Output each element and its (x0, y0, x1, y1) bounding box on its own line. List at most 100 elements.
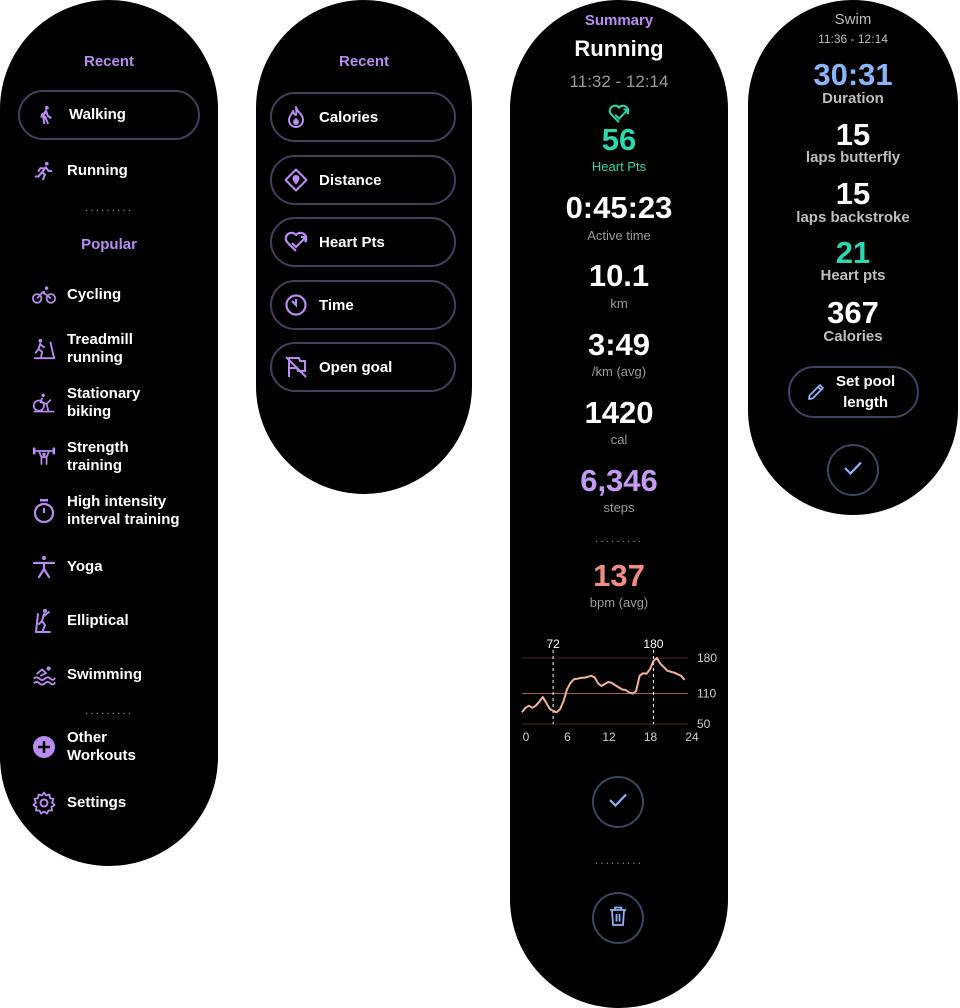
workout-item-hiit[interactable]: High intensity interval training (18, 488, 200, 534)
calories-value: 1420 (584, 395, 654, 430)
goal-label: Heart Pts (319, 233, 385, 251)
swim-time-range: 11:36 - 12:14 (818, 32, 888, 46)
settings-label: Settings (67, 794, 127, 811)
workout-label: Cycling (67, 286, 122, 303)
pace-label: /km (avg) (591, 364, 647, 379)
label-line1: Other (67, 729, 108, 746)
workout-label-line1: Treadmill (67, 331, 133, 348)
heart-points-icon (510, 104, 728, 129)
add-circle-icon (32, 735, 56, 759)
workout-item-yoga[interactable]: Yoga (18, 544, 200, 590)
goal-button-heart-pts[interactable]: Heart Pts (270, 217, 456, 267)
workout-label-line1: Strength (67, 439, 129, 456)
weightlifting-icon (32, 445, 56, 469)
divider-dots: ......... (84, 703, 133, 717)
calories-unit: cal (610, 432, 628, 447)
check-icon (843, 460, 863, 481)
walking-icon (34, 103, 58, 127)
workout-label: Running (67, 162, 128, 179)
pencil-icon (806, 382, 826, 402)
laps-backstroke-label: laps backstroke (796, 209, 910, 226)
running-icon (32, 159, 56, 183)
delete-button[interactable] (592, 892, 644, 944)
running-summary-screen: Summary Running 11:32 - 12:14 56 Heart P… (510, 0, 728, 1008)
timer-icon (32, 499, 56, 524)
workout-label-line2: interval training (67, 511, 180, 528)
goal-label: Open goal (319, 358, 393, 376)
goal-label: Distance (319, 171, 382, 189)
confirm-button[interactable] (592, 776, 644, 828)
summary-label: Summary (584, 12, 654, 29)
heart-pts-value: 21 (835, 235, 871, 270)
workout-item-running[interactable]: Running (18, 146, 200, 196)
y-tick-label: 110 (697, 687, 716, 701)
other-workouts-item[interactable]: Other Workouts (18, 724, 200, 770)
stationary-bike-icon (32, 391, 56, 415)
popular-header: Popular (81, 236, 137, 253)
x-tick-label: 6 (564, 730, 571, 744)
swim-summary-screen: Swim 11:36 - 12:14 30:31 Duration 15 lap… (748, 0, 958, 515)
location-diamond-icon (284, 168, 308, 192)
workout-label: Walking (69, 106, 126, 123)
y-tick-label: 180 (697, 651, 717, 665)
workout-item-cycling[interactable]: Cycling (18, 272, 200, 318)
gear-icon (32, 791, 56, 815)
annotation-label: 180 (643, 637, 663, 651)
pool-button-line2: length (843, 394, 889, 411)
settings-item[interactable]: Settings (18, 780, 200, 826)
goal-button-time[interactable]: Time (270, 280, 456, 330)
distance-value: 10.1 (588, 258, 650, 293)
x-tick-label: 18 (644, 730, 658, 744)
divider-dots: ......... (84, 200, 133, 214)
elliptical-icon (32, 609, 56, 633)
trash-icon (609, 906, 627, 931)
flag-off-icon (284, 355, 308, 379)
x-tick-label: 24 (685, 730, 699, 744)
workout-item-walking[interactable]: Walking (18, 90, 200, 140)
swimming-icon (32, 663, 56, 687)
workout-item-stationary-biking[interactable]: Stationary biking (18, 380, 200, 426)
annotation-label: 72 (546, 637, 560, 651)
calories-label: Calories (823, 328, 883, 345)
recent-header: Recent (338, 53, 390, 70)
pool-button-line1: Set pool (836, 373, 896, 390)
activity-title: Running (574, 36, 664, 61)
laps-backstroke-value: 15 (835, 176, 871, 211)
duration-label: Duration (822, 90, 884, 107)
goal-button-distance[interactable]: Distance (270, 155, 456, 205)
workout-label-line2: running (67, 349, 123, 366)
set-pool-length-button[interactable]: Set pool length (788, 366, 919, 418)
goal-label: Calories (319, 108, 379, 126)
workout-item-swimming[interactable]: Swimming (18, 652, 200, 698)
heart-rate-chart: 180 110 50 0 6 12 18 24 72 180 (521, 637, 717, 744)
workout-label-line1: High intensity (67, 493, 167, 510)
goal-button-open-goal[interactable]: Open goal (270, 342, 456, 392)
calories-value: 367 (827, 295, 879, 330)
treadmill-icon (32, 337, 56, 361)
confirm-button[interactable] (827, 444, 879, 496)
heart-pts-label: Heart Pts (591, 159, 647, 174)
active-time-value: 0:45:23 (565, 190, 673, 225)
recent-header: Recent (83, 53, 135, 70)
workout-item-elliptical[interactable]: Elliptical (18, 598, 200, 644)
workout-label-line2: biking (67, 403, 112, 420)
swim-title: Swim (834, 11, 872, 28)
heart-points-icon (284, 230, 308, 254)
timer-icon (284, 293, 308, 317)
divider-dots: ......... (594, 853, 643, 867)
time-range: 11:32 - 12:14 (569, 72, 669, 91)
x-tick-label: 0 (523, 730, 530, 744)
goal-button-calories[interactable]: Calories (270, 92, 456, 142)
heart-pts-label: Heart pts (820, 267, 886, 284)
workout-item-treadmill[interactable]: Treadmill running (18, 326, 200, 372)
y-tick-label: 50 (697, 717, 711, 731)
laps-butterfly-label: laps butterfly (805, 149, 901, 166)
cycling-icon (32, 283, 56, 307)
workout-label: Elliptical (67, 612, 129, 629)
workout-label-line2: training (67, 457, 122, 474)
workout-item-strength[interactable]: Strength training (18, 434, 200, 480)
check-icon (608, 792, 628, 813)
heart-rate-line (521, 657, 686, 714)
x-tick-label: 12 (602, 730, 616, 744)
workout-label-line1: Stationary (67, 385, 141, 402)
